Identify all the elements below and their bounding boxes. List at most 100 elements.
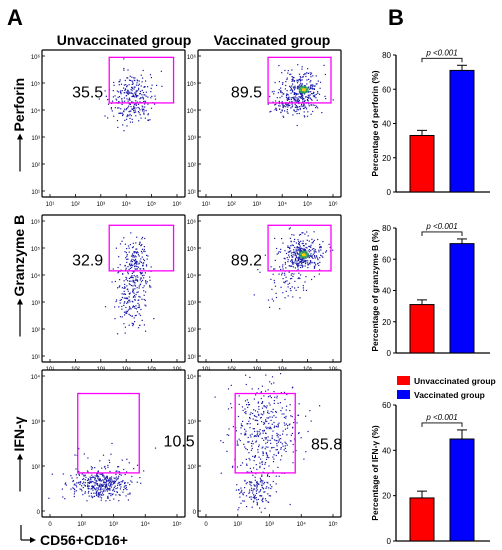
cell-dot — [299, 264, 301, 266]
cell-dot — [293, 251, 295, 254]
cell-dot — [278, 438, 280, 440]
cell-dot — [131, 87, 133, 89]
bar-vaccinated — [449, 243, 475, 354]
cell-dot — [141, 238, 143, 240]
cell-dot — [125, 89, 127, 91]
cell-dot — [291, 277, 293, 280]
cell-dot — [75, 468, 77, 470]
cell-dot — [83, 481, 85, 483]
cell-dot — [83, 484, 85, 486]
cell-dot — [134, 299, 136, 301]
cell-dot — [268, 412, 270, 414]
cell-dot — [132, 242, 134, 244]
cell-dot — [284, 261, 286, 264]
cell-dot — [299, 96, 301, 98]
cell-dot — [286, 109, 288, 111]
cell-dot — [143, 94, 145, 96]
cell-dot — [290, 87, 292, 89]
cell-dot — [108, 482, 110, 484]
cell-dot — [297, 262, 299, 265]
cell-dot — [119, 488, 121, 490]
cell-dot — [311, 278, 313, 281]
cell-dot — [109, 477, 111, 479]
cell-dot — [244, 479, 246, 481]
bar-unvaccinated — [409, 497, 435, 542]
cell-dot — [278, 101, 280, 103]
cell-dot — [131, 253, 134, 255]
cell-dot — [257, 388, 260, 390]
cell-dot — [307, 96, 309, 98]
cell-dot — [133, 275, 135, 277]
cell-dot — [276, 395, 278, 397]
cell-dot — [140, 281, 143, 283]
cell-dot — [261, 421, 263, 423]
cell-dot — [96, 484, 99, 486]
cell-dot — [129, 484, 131, 486]
cell-dot — [294, 98, 296, 101]
cell-dot — [295, 106, 297, 108]
cell-dot — [73, 495, 75, 498]
cell-dot — [299, 258, 301, 260]
cell-dot — [303, 260, 305, 262]
cell-dot — [134, 260, 136, 262]
cell-dot — [90, 466, 92, 468]
cell-dot — [241, 425, 244, 427]
cell-dot — [249, 489, 251, 491]
cell-dot — [120, 91, 122, 93]
x-label-arrow-head — [30, 537, 36, 543]
cell-dot — [249, 416, 251, 419]
cell-dot — [285, 81, 287, 83]
cell-dot — [257, 435, 259, 437]
cell-dot — [281, 92, 283, 94]
cell-dot — [126, 458, 128, 460]
cell-dot — [128, 247, 130, 249]
cell-dot — [246, 481, 248, 484]
cell-dot — [118, 306, 120, 308]
y-tick-label: 20 — [382, 318, 391, 327]
cell-dot — [302, 245, 305, 247]
cell-dot — [122, 479, 124, 482]
cell-dot — [122, 124, 124, 126]
cell-dot — [121, 308, 123, 310]
cell-dot — [293, 86, 295, 88]
cell-dot — [139, 284, 141, 286]
cell-dot — [310, 84, 312, 87]
cell-dot — [278, 475, 280, 477]
cell-dot — [303, 103, 305, 105]
cell-dot — [123, 84, 125, 86]
cell-dot — [99, 496, 101, 498]
cell-dot — [105, 95, 107, 97]
cell-dot — [286, 427, 289, 429]
cell-dot — [109, 485, 111, 487]
cell-dot — [135, 111, 137, 113]
cell-dot — [267, 426, 269, 429]
cell-dot — [141, 275, 144, 277]
cell-dot — [297, 260, 300, 262]
cell-dot — [145, 110, 147, 112]
cell-dot — [105, 480, 108, 482]
cell-dot — [104, 486, 106, 488]
cell-dot — [278, 65, 280, 67]
cell-dot — [126, 115, 128, 118]
cell-dot — [123, 323, 125, 325]
row-label-arrow-head — [17, 298, 23, 305]
cell-dot — [310, 80, 312, 82]
cell-dot — [263, 422, 266, 424]
cell-dot — [86, 500, 88, 502]
cell-dot — [257, 402, 259, 404]
p-value-annotation: p <0.001 — [425, 413, 457, 422]
cell-dot — [296, 263, 298, 265]
cell-dot — [110, 453, 112, 455]
cell-dot — [91, 480, 93, 482]
cell-dot — [259, 429, 261, 431]
cell-dot — [304, 233, 306, 235]
cell-dot — [123, 97, 125, 99]
cell-dot — [124, 286, 126, 288]
cell-dot — [120, 112, 122, 114]
cell-dot — [124, 251, 126, 253]
cell-dot — [319, 246, 321, 248]
cell-dot — [294, 106, 296, 108]
y-axis-label-text: Percentage of granzyme B (%) — [370, 229, 380, 352]
cell-dot — [106, 484, 108, 486]
cell-dot — [317, 263, 319, 265]
